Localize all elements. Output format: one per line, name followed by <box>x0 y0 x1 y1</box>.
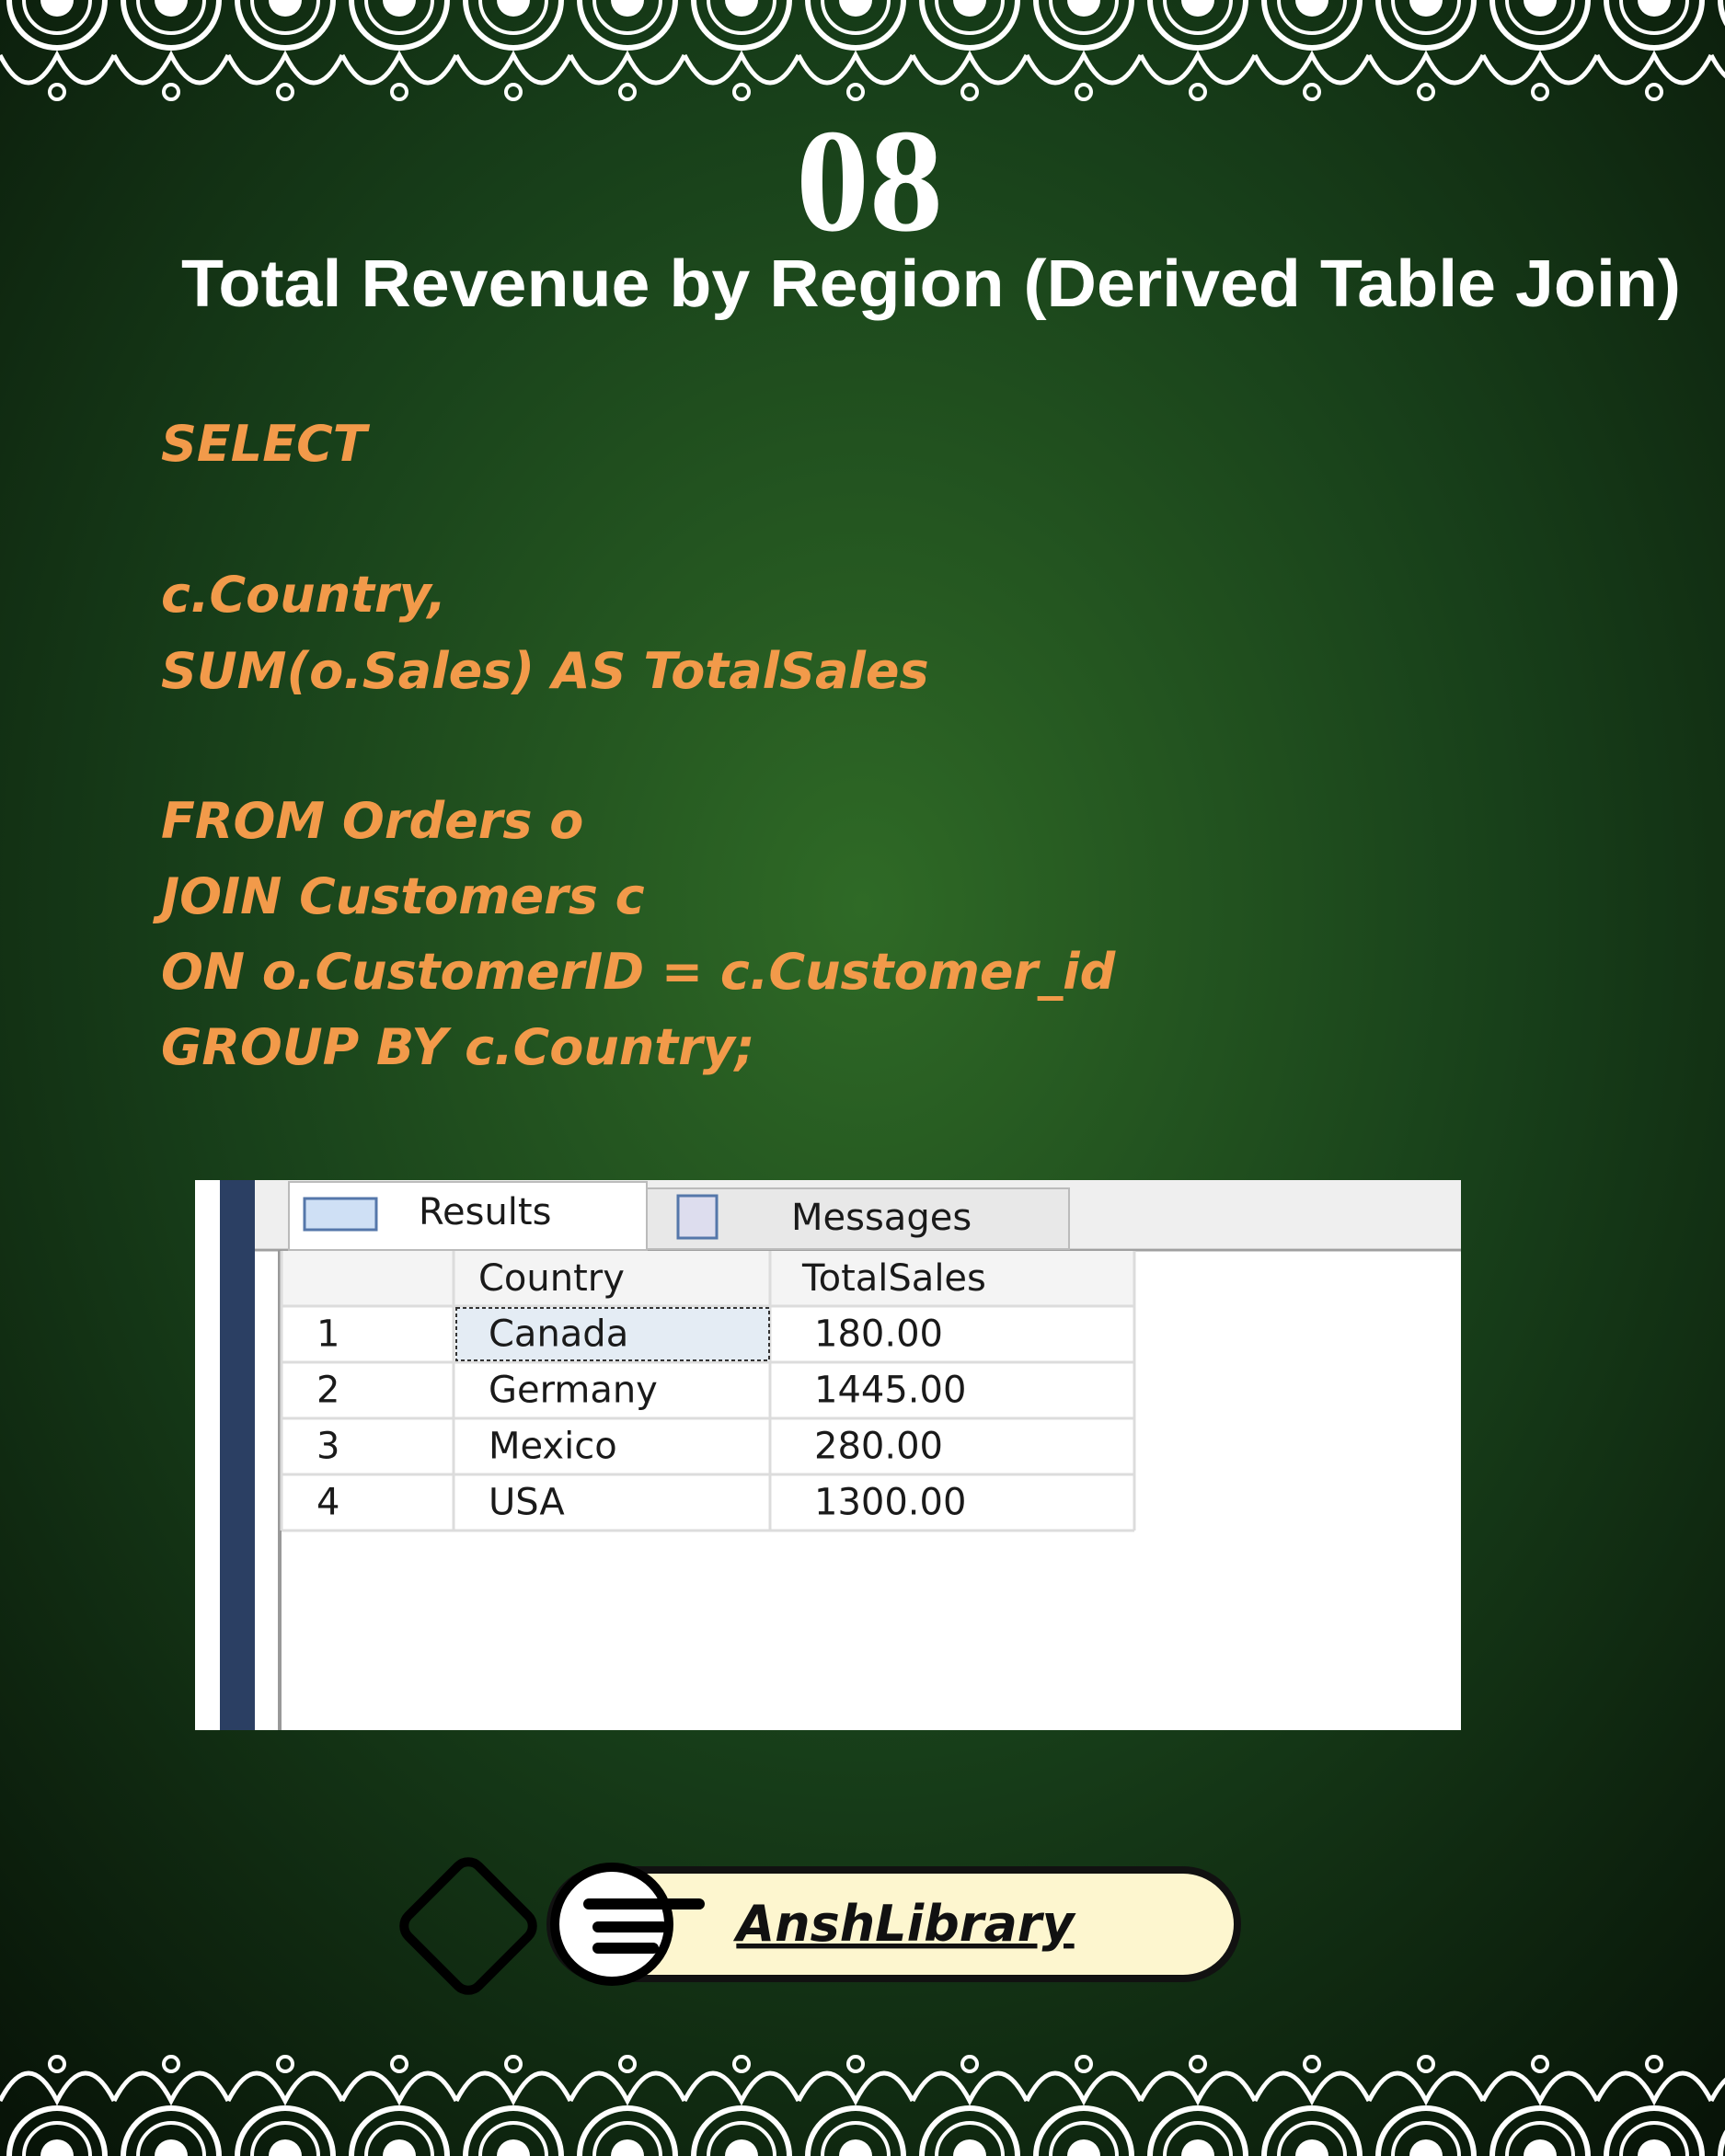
code-line: ON o.CustomerID = c.Customer_id <box>161 943 1117 1001</box>
results-panel: Country TotalSales 1 Canada 180.00 2 Germany 14… <box>195 1180 1461 1730</box>
tab-label: Messages <box>791 1197 972 1239</box>
slide-number: 08 <box>796 98 943 262</box>
code-line: FROM Orders o <box>161 792 583 850</box>
side-strip <box>220 1180 255 1730</box>
row-number: 3 <box>316 1426 339 1468</box>
cell-value: USA <box>489 1482 565 1524</box>
footer: AnshLibrary <box>399 1857 1241 1995</box>
top-border <box>0 0 1725 114</box>
messages-icon <box>676 1194 719 1240</box>
cell-value: Canada <box>489 1313 628 1356</box>
header-row <box>282 1251 1134 1306</box>
tab-label: Results <box>419 1191 551 1233</box>
row-number: 1 <box>316 1313 339 1356</box>
code-line: c.Country, <box>161 566 446 624</box>
cell-value: 180.00 <box>814 1313 943 1356</box>
row-number: 4 <box>316 1482 339 1524</box>
cell-value: 1300.00 <box>814 1482 966 1524</box>
results-grid: Country TotalSales 1 Canada 180.00 2 Germany 14… <box>280 1251 1136 1532</box>
selected-cell <box>455 1307 770 1361</box>
slide-title: Total Revenue by Region (Derived Table J… <box>181 247 1681 321</box>
bottom-border <box>0 2042 1725 2156</box>
code-line: SELECT <box>161 415 371 473</box>
code-line: JOIN Customers c <box>153 867 645 925</box>
cell-value: 1445.00 <box>814 1370 966 1412</box>
row-number: 2 <box>316 1370 339 1412</box>
code-block: SELECT c.Country, SUM(o.Sales) AS TotalSal… <box>153 415 1117 1076</box>
code-line: GROUP BY c.Country; <box>161 1018 755 1076</box>
grid-icon <box>303 1197 378 1232</box>
column-header: Country <box>478 1257 625 1300</box>
column-header: TotalSales <box>801 1257 986 1300</box>
cell-value: Germany <box>489 1370 658 1412</box>
brand-link[interactable]: AnshLibrary <box>732 1895 1076 1953</box>
code-line: SUM(o.Sales) AS TotalSales <box>161 642 929 700</box>
git-icon <box>399 1857 537 1995</box>
cell-value: Mexico <box>489 1426 617 1468</box>
hand-fingers <box>583 1898 705 1954</box>
cell-value: 280.00 <box>814 1426 943 1468</box>
